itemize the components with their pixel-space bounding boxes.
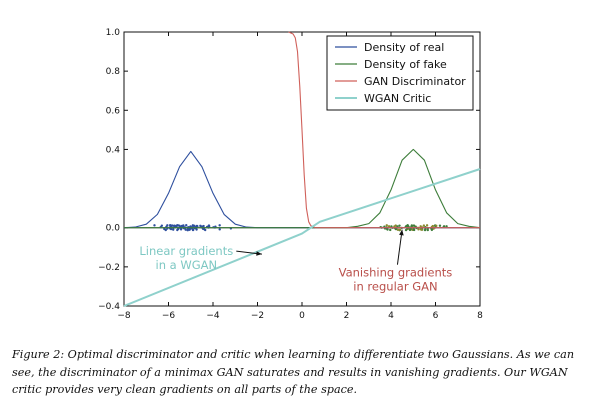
annotation-text: in regular GAN	[353, 280, 437, 294]
fake-sample-dot	[445, 225, 448, 228]
fake-sample-dot	[426, 228, 430, 232]
x-tick-label: 8	[477, 311, 483, 321]
real-sample-dot	[179, 228, 183, 231]
y-tick-label: 0.4	[106, 145, 121, 155]
y-tick-label: −0.4	[98, 302, 120, 312]
fake-sample-dot	[422, 224, 426, 227]
x-tick-label: 4	[388, 311, 394, 321]
fake-sample-dot	[398, 228, 402, 232]
fake-sample-dot	[396, 225, 399, 228]
real-sample-dot	[176, 224, 180, 227]
x-tick-label: −2	[251, 311, 264, 321]
legend: Density of real Density of fake GAN Discri…	[326, 35, 474, 111]
real-sample-dot	[196, 225, 199, 228]
legend-box	[326, 35, 474, 111]
fake-sample-dot	[393, 225, 396, 228]
fake-sample-dot	[389, 228, 392, 232]
y-tick-label: 0.6	[106, 106, 121, 116]
x-tick-label: 0	[299, 311, 305, 321]
annotation-arrowhead	[399, 229, 404, 236]
fake-sample-dot	[438, 224, 442, 227]
figure-caption: Figure 2: Optimal discriminator and crit…	[12, 348, 575, 396]
fake-sample-dot	[425, 224, 429, 227]
real-sample-dot	[176, 228, 179, 232]
real-sample-dot	[172, 228, 175, 231]
real-sample-dot	[185, 224, 188, 227]
y-tick-label: 0.0	[106, 224, 121, 234]
real-sample-dot	[153, 224, 156, 227]
plot-area: −8 −6 −4 −2 0 2 4 6 8 −0.4 −0.2 0.0 0.4 0.6 0.8 1.0 Dens…	[98, 28, 483, 321]
x-tick-label: 2	[344, 311, 350, 321]
figure-plot: −8 −6 −4 −2 0 2 4 6 8 −0.4 −0.2 0.0 0.4 0.6 0.8 1.0 Dens…	[98, 28, 483, 321]
x-tick-label: −8	[117, 311, 131, 321]
legend-label: GAN Discriminator	[364, 75, 466, 88]
fake-sample-dot	[385, 224, 388, 227]
y-tick-label: −0.2	[98, 263, 120, 273]
real-sample-dot	[191, 228, 195, 232]
fake-sample-dot	[398, 224, 401, 227]
series-line-density-of-real	[123, 150, 480, 229]
x-tick-label: −6	[162, 311, 176, 321]
series-line-density-of-fake	[124, 148, 481, 229]
fake-sample-dot	[417, 228, 420, 231]
real-sample-dot	[160, 224, 164, 227]
legend-label: Density of real	[364, 41, 444, 54]
real-sample-dot	[164, 228, 167, 232]
real-sample-dot	[191, 224, 195, 227]
fake-sample-dot	[387, 225, 391, 228]
fake-sample-dot	[412, 228, 416, 231]
fake-sample-dot	[406, 224, 410, 228]
real-sample-dot	[218, 228, 221, 231]
real-sample-dot	[184, 228, 187, 231]
y-tick-label: 0.8	[106, 67, 121, 77]
real-sample-dot	[168, 224, 172, 227]
real-sample-dot	[218, 224, 221, 227]
fake-sample-dot	[404, 225, 408, 228]
annotation-text: Linear gradients	[139, 244, 233, 258]
legend-label: WGAN Critic	[364, 92, 431, 105]
real-sample-dot	[202, 224, 205, 228]
real-sample-dot	[186, 227, 190, 231]
annotation-text: in a WGAN	[156, 258, 218, 272]
series-line-wgan-critic	[123, 168, 481, 307]
x-tick-label: −4	[206, 311, 220, 321]
fake-sample-dot	[396, 228, 400, 231]
fake-sample-dot	[431, 224, 435, 228]
fake-sample-dot	[423, 228, 427, 232]
annotation-text: Vanishing gradients	[339, 266, 453, 280]
fake-sample-dot	[419, 225, 422, 228]
x-tick-label: 6	[433, 311, 439, 321]
real-sample-dot	[171, 224, 174, 227]
series-line-gan-discriminator	[288, 31, 480, 229]
fake-sample-dot	[394, 227, 398, 231]
fake-sample-dot	[430, 228, 434, 232]
legend-label: Density of fake	[364, 58, 447, 71]
y-tick-label: 1.0	[106, 28, 121, 38]
real-sample-dot	[207, 224, 211, 227]
annotation-arrowhead	[256, 251, 262, 256]
fake-sample-dot	[410, 224, 414, 227]
annotation-arrow	[396, 229, 403, 265]
fake-sample-dot	[419, 228, 423, 231]
real-sample-dot	[182, 224, 185, 227]
fake-sample-dot	[412, 224, 416, 227]
